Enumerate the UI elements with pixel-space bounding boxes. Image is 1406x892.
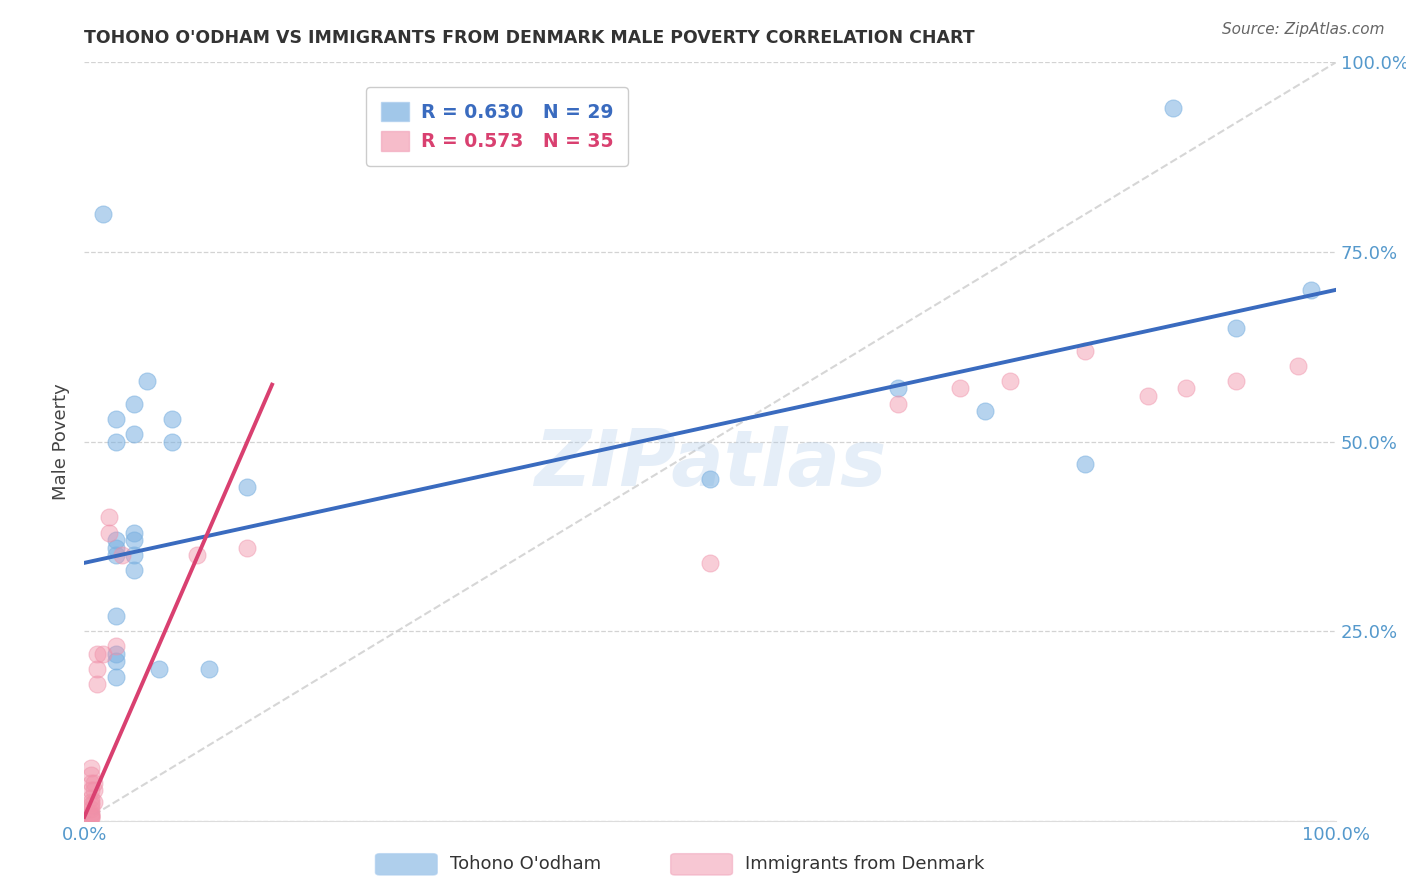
Point bbox=[98, 525, 121, 540]
Point bbox=[887, 382, 910, 396]
Point bbox=[124, 427, 146, 442]
Point bbox=[236, 480, 259, 494]
Point bbox=[124, 548, 146, 563]
Point bbox=[79, 811, 101, 825]
Point bbox=[148, 662, 170, 676]
Point bbox=[79, 760, 101, 774]
Point bbox=[1000, 374, 1022, 388]
Point bbox=[104, 669, 127, 683]
Text: Tohono O'odham: Tohono O'odham bbox=[450, 855, 600, 873]
Point bbox=[79, 806, 101, 821]
Point bbox=[79, 809, 101, 823]
Point bbox=[1074, 458, 1097, 472]
Point bbox=[104, 655, 127, 669]
Text: Immigrants from Denmark: Immigrants from Denmark bbox=[745, 855, 984, 873]
Point bbox=[699, 473, 721, 487]
Text: ZIPatlas: ZIPatlas bbox=[534, 426, 886, 502]
Point bbox=[160, 434, 183, 449]
Point bbox=[79, 802, 101, 816]
Point bbox=[104, 412, 127, 426]
Point bbox=[1074, 343, 1097, 358]
Point bbox=[104, 647, 127, 661]
Point bbox=[198, 662, 221, 676]
Point bbox=[83, 783, 105, 797]
Point bbox=[1225, 320, 1247, 334]
Point bbox=[1161, 101, 1184, 115]
Point bbox=[124, 564, 146, 578]
Point bbox=[83, 795, 105, 809]
Point bbox=[124, 396, 146, 410]
Y-axis label: Male Poverty: Male Poverty bbox=[52, 384, 70, 500]
Point bbox=[83, 776, 105, 790]
Point bbox=[124, 533, 146, 548]
Point bbox=[79, 810, 101, 824]
Point bbox=[91, 207, 114, 221]
Point bbox=[91, 647, 114, 661]
Point bbox=[86, 662, 108, 676]
Point bbox=[136, 374, 159, 388]
Point bbox=[104, 608, 127, 623]
Point bbox=[79, 783, 101, 797]
Point bbox=[79, 795, 101, 809]
Point bbox=[186, 548, 208, 563]
Point bbox=[79, 768, 101, 782]
Point bbox=[699, 556, 721, 570]
Point bbox=[1286, 359, 1309, 373]
Point bbox=[949, 382, 972, 396]
Point bbox=[104, 541, 127, 555]
Point bbox=[104, 533, 127, 548]
Point bbox=[1174, 382, 1197, 396]
Point bbox=[236, 541, 259, 555]
Point bbox=[104, 639, 127, 653]
Legend: R = 0.630   N = 29, R = 0.573   N = 35: R = 0.630 N = 29, R = 0.573 N = 35 bbox=[367, 87, 628, 166]
Point bbox=[104, 434, 127, 449]
Point bbox=[974, 404, 997, 418]
Point bbox=[79, 807, 101, 822]
Point bbox=[86, 677, 108, 691]
Text: TOHONO O'ODHAM VS IMMIGRANTS FROM DENMARK MALE POVERTY CORRELATION CHART: TOHONO O'ODHAM VS IMMIGRANTS FROM DENMAR… bbox=[84, 29, 974, 47]
Point bbox=[79, 798, 101, 813]
Point bbox=[1225, 374, 1247, 388]
Point bbox=[111, 548, 134, 563]
Point bbox=[79, 791, 101, 805]
Point bbox=[124, 525, 146, 540]
Point bbox=[160, 412, 183, 426]
Point bbox=[86, 647, 108, 661]
Point bbox=[887, 396, 910, 410]
Point bbox=[1136, 389, 1159, 403]
Point bbox=[104, 548, 127, 563]
Text: Source: ZipAtlas.com: Source: ZipAtlas.com bbox=[1222, 22, 1385, 37]
Point bbox=[79, 776, 101, 790]
Point bbox=[1299, 283, 1322, 297]
Point bbox=[98, 510, 121, 524]
